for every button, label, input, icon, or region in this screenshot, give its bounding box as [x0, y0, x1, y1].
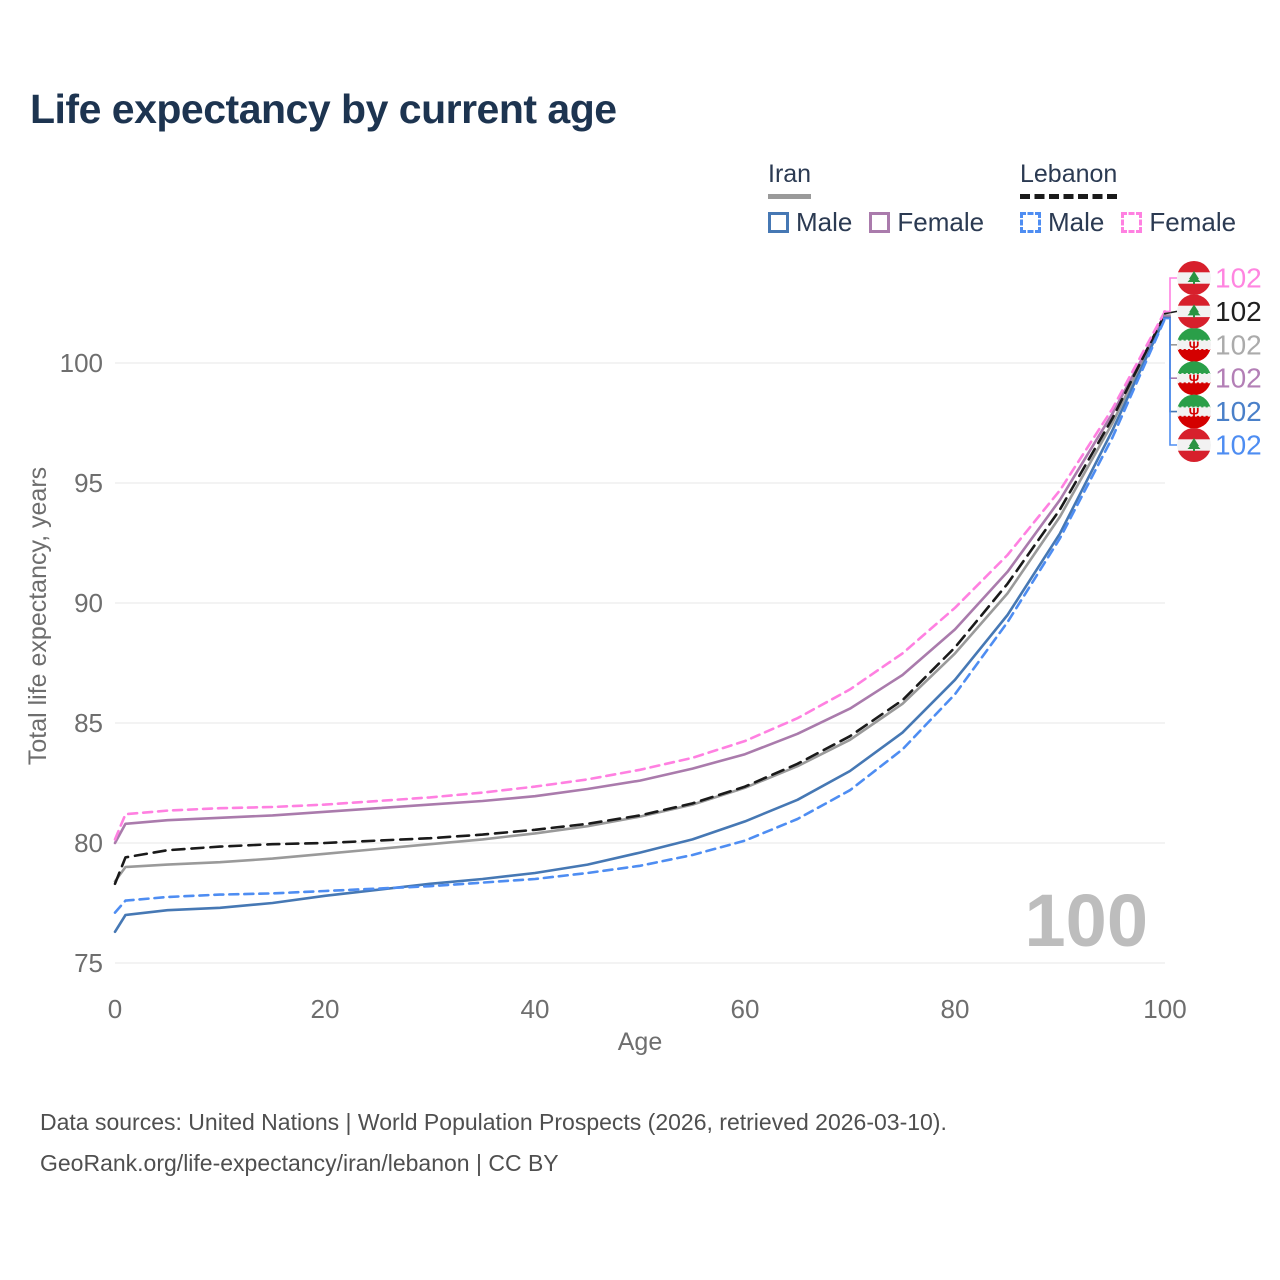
x-tick-label-20: 20	[311, 994, 340, 1024]
end-value-label-lebanon-male: 102	[1215, 430, 1262, 461]
svg-text:Ψ: Ψ	[1189, 372, 1200, 387]
legend-lebanon-label[interactable]: Lebanon	[1020, 160, 1118, 199]
series-line-iran-female[interactable]	[113, 314, 1167, 845]
svg-text:Ψ: Ψ	[1189, 338, 1200, 353]
legend-item-label: Female	[1149, 207, 1237, 237]
end-value-label-iran-female: 102	[1215, 363, 1262, 394]
end-value-label-lebanon-female: 102	[1215, 263, 1262, 294]
iran-flag-icon: Ψ	[1177, 394, 1211, 429]
legend-item-label: Male	[1048, 207, 1105, 237]
svg-text:Ψ: Ψ	[1189, 405, 1200, 420]
y-axis-title: Total life expectancy, years	[24, 467, 52, 765]
series-line-lebanon[interactable]	[113, 312, 1167, 886]
x-tick-label-0: 0	[108, 994, 122, 1024]
series-line-iran-male[interactable]	[113, 316, 1167, 934]
series-line-iran[interactable]	[113, 313, 1167, 883]
lebanon-male-swatch	[1020, 212, 1041, 233]
lebanon-female-swatch	[1121, 212, 1143, 233]
end-leader-lebanon	[1163, 310, 1178, 315]
chart-footer: Data sources: United Nations | World Pop…	[40, 1102, 947, 1184]
x-tick-label-40: 40	[521, 994, 550, 1024]
data-sources-text: Data sources: United Nations | World Pop…	[40, 1109, 947, 1135]
series-line-lebanon-male[interactable]	[113, 317, 1167, 914]
legend-item-iran-female[interactable]: Female	[869, 207, 984, 238]
legend-item-label: Male	[796, 207, 853, 237]
legend-item-lebanon-female[interactable]: Female	[1121, 207, 1236, 238]
y-tick-label-90: 90	[74, 588, 103, 618]
x-tick-label-80: 80	[941, 994, 970, 1024]
end-leader-lebanon-male	[1163, 317, 1177, 446]
legend-group-iran: Iran Male Female	[768, 160, 984, 238]
iran-female-swatch	[869, 212, 891, 233]
lebanon-flag-icon	[1177, 428, 1211, 462]
legend: Iran Male Female Lebanon Male	[0, 160, 1280, 244]
x-axis-title: Age	[618, 1028, 662, 1056]
lebanon-flag-icon	[1177, 261, 1211, 295]
page-title: Life expectancy by current age	[30, 86, 617, 132]
legend-iran-items: Male Female	[768, 207, 984, 238]
y-tick-label-85: 85	[74, 708, 103, 738]
iran-flag-icon: Ψ	[1177, 327, 1211, 362]
x-tick-label-60: 60	[731, 994, 760, 1024]
y-tick-label-100: 100	[60, 348, 103, 378]
attribution-text: GeoRank.org/life-expectancy/iran/lebanon…	[40, 1150, 559, 1176]
legend-item-label: Female	[897, 207, 985, 237]
end-value-label-lebanon: 102	[1215, 296, 1262, 327]
y-tick-label-80: 80	[74, 828, 103, 858]
age-watermark: 100	[1025, 879, 1148, 962]
lebanon-flag-icon	[1177, 294, 1211, 329]
legend-item-iran-male[interactable]: Male	[768, 207, 852, 238]
end-value-label-iran: 102	[1215, 329, 1262, 360]
legend-lebanon-items: Male Female	[1020, 207, 1236, 238]
legend-iran-label[interactable]: Iran	[768, 160, 812, 199]
y-tick-label-75: 75	[74, 948, 103, 978]
series-line-lebanon-female[interactable]	[113, 310, 1167, 841]
end-value-label-iran-male: 102	[1215, 396, 1262, 427]
y-tick-label-95: 95	[74, 468, 103, 498]
legend-item-lebanon-male[interactable]: Male	[1020, 207, 1104, 238]
iran-male-swatch	[768, 212, 789, 233]
legend-group-lebanon: Lebanon Male Female	[1020, 160, 1236, 238]
end-leader-lebanon-female	[1163, 277, 1177, 313]
x-tick-label-100: 100	[1143, 994, 1186, 1024]
iran-flag-icon: Ψ	[1177, 361, 1211, 396]
